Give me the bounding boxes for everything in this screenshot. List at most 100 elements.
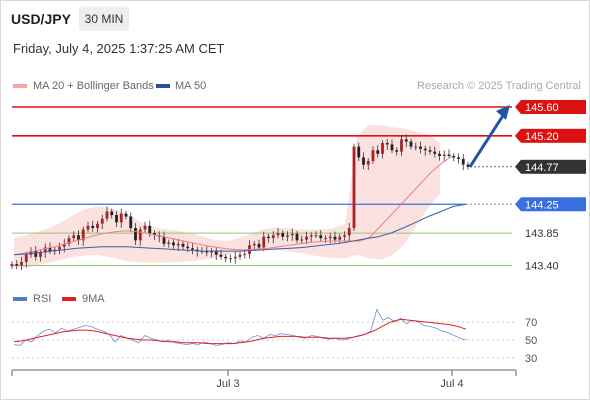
forecast-arrow-shaft	[468, 113, 506, 168]
rsi-tick-label: 50	[525, 335, 537, 347]
candle-body	[333, 236, 337, 240]
candle-body	[381, 143, 384, 154]
timeframe-badge[interactable]: 30 MIN	[79, 7, 129, 31]
ma50-legend-label: MA 50	[175, 80, 207, 92]
rsi-tick-label: 30	[525, 353, 537, 365]
candle-body	[428, 150, 432, 152]
candle-body	[10, 264, 14, 267]
candle-body	[366, 161, 370, 165]
candle-body	[357, 146, 361, 158]
rsi-tick-label: 70	[525, 317, 537, 329]
candle-body	[281, 233, 285, 237]
candle-body	[29, 251, 33, 255]
pivot-label-pointer	[515, 197, 521, 212]
current-label-pointer	[515, 159, 521, 174]
symbol-label: USD/JPY	[11, 11, 71, 27]
candle-body	[343, 235, 346, 237]
candle-body	[252, 243, 256, 246]
resistance-label-box	[521, 128, 586, 143]
candle-body	[447, 154, 451, 156]
candle-body	[362, 157, 365, 165]
candle-body	[91, 225, 95, 229]
bollinger-band	[14, 125, 440, 269]
candle-body	[24, 254, 28, 262]
rsi-line	[13, 308, 467, 346]
candle-body	[224, 256, 228, 259]
candle-body	[300, 239, 304, 241]
support-level-label: 143.85	[525, 228, 559, 240]
candle-body	[328, 236, 332, 239]
candle-body	[324, 238, 327, 240]
candle-body	[319, 235, 323, 239]
source-credit: Research © 2025 Trading Central	[416, 80, 581, 92]
resistance-label-box	[521, 100, 586, 114]
candle-body	[77, 235, 80, 241]
candle-body	[214, 251, 218, 255]
candle-body	[295, 233, 299, 241]
candle-body	[72, 235, 76, 239]
candle-body	[267, 236, 270, 239]
rsi-legend-label: RSI	[33, 293, 52, 305]
candle-body	[305, 236, 308, 240]
candle-body	[167, 242, 171, 244]
candle-body	[352, 146, 356, 229]
rsi-legend-swatch	[13, 297, 27, 301]
candle-body	[461, 158, 465, 165]
candle-body	[15, 264, 19, 266]
candle-body	[385, 143, 389, 145]
candle-body	[119, 213, 123, 223]
datetime-label: Friday, July 4, 2025 1:37:25 AM CET	[13, 41, 225, 56]
candle-body	[100, 218, 104, 224]
candle-body	[138, 229, 142, 241]
candle-body	[286, 235, 289, 237]
time-tick-label: Jul 4	[440, 378, 463, 390]
candle-body	[172, 242, 175, 246]
candle-body	[20, 261, 23, 266]
candle-body	[148, 225, 152, 234]
candle-body	[67, 238, 71, 244]
candle-body	[96, 223, 99, 229]
candle-body	[200, 251, 204, 253]
candle-body	[433, 151, 437, 154]
candle-body	[134, 228, 137, 241]
candle-body	[414, 146, 418, 148]
current-label-box	[521, 159, 586, 174]
candle-body	[243, 253, 247, 255]
bollinger-legend-label: MA 20 + Bollinger Bands	[33, 80, 154, 92]
candle-body	[452, 155, 456, 158]
candle-body	[347, 228, 351, 236]
ma50-line	[13, 203, 467, 256]
candle-body	[371, 150, 375, 162]
candle-body	[115, 215, 118, 223]
candle-body	[376, 150, 380, 154]
forecast-arrow-head	[496, 105, 510, 120]
candle-body	[219, 254, 223, 257]
ma20-line	[13, 155, 453, 256]
candle-body	[238, 254, 242, 257]
candle-body	[58, 246, 61, 250]
candle-body	[153, 233, 156, 236]
candle-body	[43, 247, 47, 253]
candle-body	[205, 251, 209, 253]
candle-body	[86, 225, 90, 230]
candle-body	[48, 247, 52, 252]
candle-body	[390, 144, 394, 151]
candle-body	[419, 146, 422, 149]
candle-body	[438, 153, 441, 156]
candle-body	[105, 211, 109, 219]
candle-body	[409, 141, 413, 147]
candle-body	[186, 246, 190, 249]
candle-body	[309, 235, 313, 237]
rsi-ma-line	[13, 318, 467, 345]
rsi-ma-legend-label: 9MA	[82, 293, 105, 305]
candle-body	[276, 233, 280, 236]
pivot-label-box	[521, 197, 586, 212]
candle-body	[62, 243, 66, 247]
candle-body	[124, 213, 128, 217]
candle-body	[257, 243, 261, 248]
candle-body	[395, 150, 399, 152]
time-tick-label: Jul 3	[216, 378, 239, 390]
resistance-level-label: 145.20	[525, 131, 559, 143]
